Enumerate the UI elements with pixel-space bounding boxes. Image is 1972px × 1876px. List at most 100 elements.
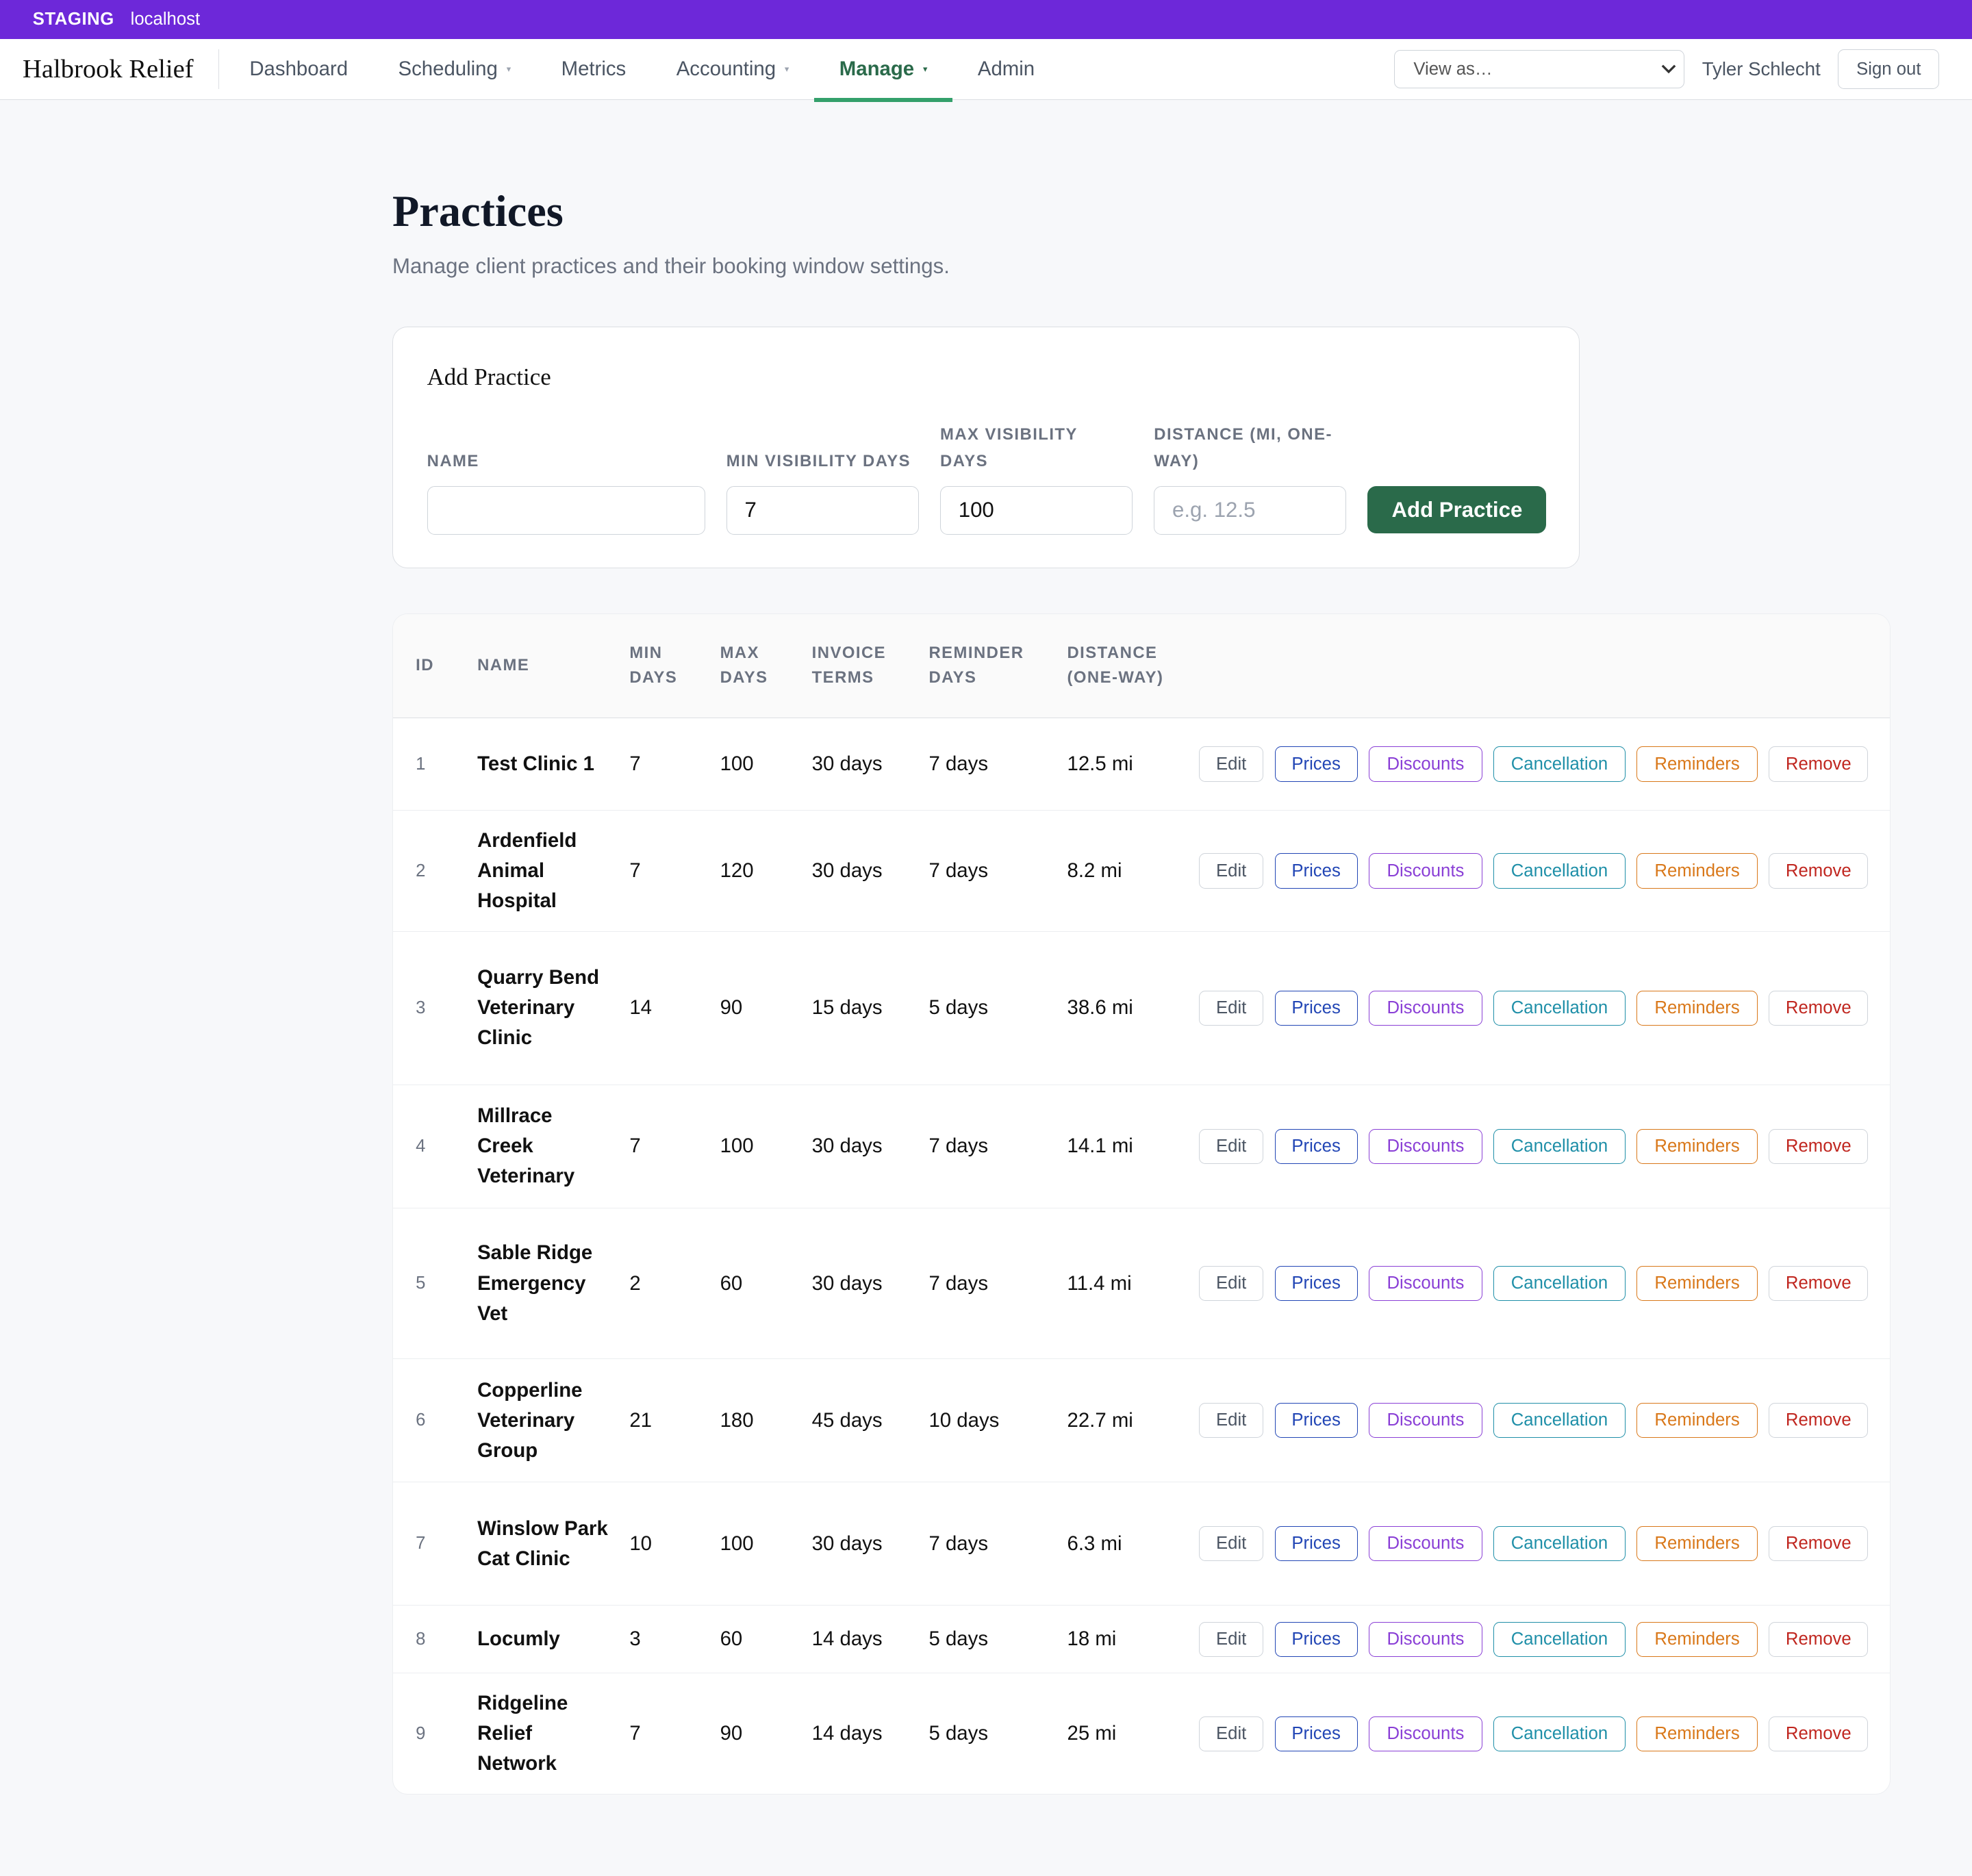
cancellation-button[interactable]: Cancellation <box>1493 1265 1626 1302</box>
nav-item-scheduling[interactable]: Scheduling ▾ <box>373 39 536 99</box>
remove-button[interactable]: Remove <box>1769 853 1869 889</box>
remove-button[interactable]: Remove <box>1769 1403 1869 1438</box>
reminders-button[interactable]: Reminders <box>1636 746 1758 782</box>
discounts-button[interactable]: Discounts <box>1369 1716 1482 1751</box>
nav-item-metrics[interactable]: Metrics <box>536 39 651 99</box>
nav-item-label: Dashboard <box>249 58 349 81</box>
nav-item-dashboard[interactable]: Dashboard <box>225 39 373 99</box>
reminders-button[interactable]: Reminders <box>1636 1716 1758 1751</box>
practice-id-cell: 5 <box>393 1208 478 1360</box>
row-actions: Edit Prices Discounts Cancellation Reminders… <box>1199 853 1889 889</box>
max-visibility-label: MAX VISIBILITY DAYS <box>940 424 1078 470</box>
column-header-name: NAME <box>477 613 630 718</box>
discounts-button[interactable]: Discounts <box>1369 746 1482 782</box>
reminders-button[interactable]: Reminders <box>1636 990 1758 1026</box>
prices-button[interactable]: Prices <box>1274 1716 1358 1751</box>
cancellation-button[interactable]: Cancellation <box>1493 1403 1626 1438</box>
prices-button[interactable]: Prices <box>1274 746 1358 782</box>
table-row: 1 Test Clinic 1 7 100 30 days 7 days 12.5 mi Ed… <box>393 718 1890 811</box>
prices-button[interactable]: Prices <box>1274 1526 1358 1562</box>
table-row: 7 Winslow Park Cat Clinic 10 100 30 days 7 da… <box>393 1482 1890 1606</box>
table-row: 3 Quarry Bend Veterinary Clinic 14 90 15 day… <box>393 931 1890 1085</box>
discounts-button[interactable]: Discounts <box>1369 1403 1482 1438</box>
discounts-button[interactable]: Discounts <box>1369 1128 1482 1165</box>
discounts-button[interactable]: Discounts <box>1369 1621 1482 1657</box>
invoice-terms-cell: 15 days <box>811 931 929 1085</box>
remove-button[interactable]: Remove <box>1769 1128 1869 1165</box>
reminders-button[interactable]: Reminders <box>1636 853 1758 889</box>
add-practice-title: Add Practice <box>427 364 551 391</box>
max-visibility-input[interactable]: 100 <box>940 485 1133 535</box>
nav-item-accounting[interactable]: Accounting ▾ <box>651 39 814 99</box>
min-days-cell: 3 <box>629 1605 720 1674</box>
remove-button[interactable]: Remove <box>1769 1526 1869 1562</box>
edit-button[interactable]: Edit <box>1199 1128 1263 1165</box>
brand-logo[interactable]: Halbrook Relief <box>0 49 220 90</box>
nav-item-label: Manage <box>839 58 915 81</box>
edit-button[interactable]: Edit <box>1199 1621 1263 1657</box>
edit-button[interactable]: Edit <box>1199 746 1263 782</box>
view-as-value: View as… <box>1413 59 1493 79</box>
cancellation-button[interactable]: Cancellation <box>1493 853 1626 889</box>
reminders-button[interactable]: Reminders <box>1636 1621 1758 1657</box>
remove-button[interactable]: Remove <box>1769 746 1869 782</box>
remove-button[interactable]: Remove <box>1769 1621 1869 1657</box>
discounts-button[interactable]: Discounts <box>1369 1526 1482 1562</box>
discounts-button[interactable]: Discounts <box>1369 853 1482 889</box>
reminders-button[interactable]: Reminders <box>1636 1403 1758 1438</box>
cancellation-button[interactable]: Cancellation <box>1493 1526 1626 1562</box>
edit-button[interactable]: Edit <box>1199 1265 1263 1302</box>
environment-host: localhost <box>130 9 201 29</box>
discounts-button[interactable]: Discounts <box>1369 990 1482 1026</box>
edit-button[interactable]: Edit <box>1199 990 1263 1026</box>
min-visibility-input[interactable]: 7 <box>726 485 919 535</box>
caret-down-icon: ▾ <box>784 64 789 75</box>
cancellation-button[interactable]: Cancellation <box>1493 1621 1626 1657</box>
view-as-select[interactable]: View as… <box>1393 50 1685 88</box>
remove-button[interactable]: Remove <box>1769 1265 1869 1302</box>
cancellation-button[interactable]: Cancellation <box>1493 746 1626 782</box>
nav-item-admin[interactable]: Admin <box>952 39 1060 99</box>
cancellation-button[interactable]: Cancellation <box>1493 990 1626 1026</box>
cancellation-button[interactable]: Cancellation <box>1493 1128 1626 1165</box>
column-header-id: ID <box>393 613 478 718</box>
max-days-cell: 90 <box>720 1722 743 1745</box>
min-days-cell: 7 <box>629 810 720 932</box>
cancellation-button[interactable]: Cancellation <box>1493 1716 1626 1751</box>
invoice-terms-cell: 30 days <box>811 1085 929 1208</box>
prices-button[interactable]: Prices <box>1274 990 1358 1026</box>
prices-button[interactable]: Prices <box>1274 1265 1358 1302</box>
sign-out-button[interactable]: Sign out <box>1838 49 1940 89</box>
prices-button[interactable]: Prices <box>1274 1403 1358 1438</box>
edit-button[interactable]: Edit <box>1199 853 1263 889</box>
max-days-cell: 100 <box>720 1085 812 1208</box>
row-actions-cell: Edit Prices Discounts Cancellation Reminders… <box>1199 810 1890 932</box>
row-actions-cell: Edit Prices Discounts Cancellation Reminders… <box>1199 931 1890 1085</box>
remove-button[interactable]: Remove <box>1769 990 1869 1026</box>
reminders-button[interactable]: Reminders <box>1636 1526 1758 1562</box>
distance-cell: 22.7 mi <box>1067 1358 1200 1483</box>
discounts-button[interactable]: Discounts <box>1369 1265 1482 1302</box>
edit-button[interactable]: Edit <box>1199 1403 1263 1438</box>
min-days-cell: 7 <box>629 718 720 811</box>
caret-down-icon: ▾ <box>506 64 511 75</box>
row-actions: Edit Prices Discounts Cancellation Reminders… <box>1199 746 1889 782</box>
prices-button[interactable]: Prices <box>1274 1128 1358 1165</box>
reminders-button[interactable]: Reminders <box>1636 1265 1758 1302</box>
prices-button[interactable]: Prices <box>1274 1621 1358 1657</box>
add-practice-button[interactable]: Add Practice <box>1367 485 1547 534</box>
min-days-cell: 2 <box>629 1208 720 1360</box>
nav-item-label: Admin <box>977 58 1035 81</box>
nav-item-manage[interactable]: Manage ▾ <box>814 39 953 102</box>
edit-button[interactable]: Edit <box>1199 1526 1263 1562</box>
row-actions: Edit Prices Discounts Cancellation Reminders… <box>1199 1265 1889 1302</box>
name-input[interactable] <box>427 485 705 535</box>
reminders-button[interactable]: Reminders <box>1636 1128 1758 1165</box>
edit-button[interactable]: Edit <box>1199 1716 1263 1751</box>
remove-button[interactable]: Remove <box>1769 1716 1869 1751</box>
prices-button[interactable]: Prices <box>1274 853 1358 889</box>
row-actions-cell: Edit Prices Discounts Cancellation Reminders… <box>1199 1673 1889 1794</box>
row-actions-cell: Edit Prices Discounts Cancellation Reminders… <box>1199 1482 1890 1606</box>
distance-input[interactable]: e.g. 12.5 <box>1154 485 1347 535</box>
add-practice-card: Add Practice NAME MIN VISIBILITY DAYS 7 … <box>392 327 1580 568</box>
